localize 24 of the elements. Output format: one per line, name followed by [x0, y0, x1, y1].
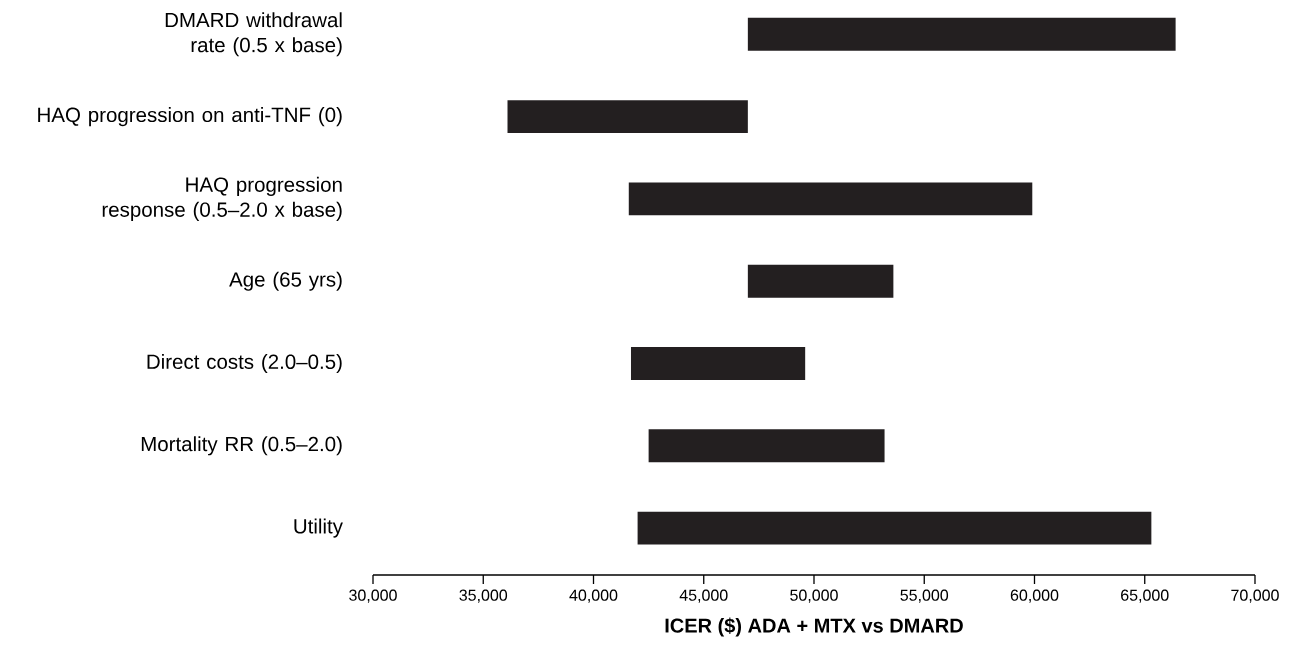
x-tick-label: 30,000	[349, 589, 397, 603]
bar	[747, 17, 1176, 51]
bar	[637, 511, 1152, 545]
x-tick-label: 60,000	[1010, 589, 1059, 603]
bar	[628, 182, 1033, 216]
bar	[747, 264, 894, 298]
y-tick-label: HAQ progression response (0.5–2.0 x base)	[102, 176, 342, 221]
y-tick-label: HAQ progression on anti-TNF (0)	[38, 107, 342, 127]
x-tick-label: 40,000	[569, 589, 618, 603]
x-tick-label: 70,000	[1231, 589, 1279, 603]
x-tick-label: 65,000	[1121, 589, 1169, 603]
y-tick-label: Utility	[294, 518, 343, 538]
x-axis-title: ICER ($) ADA + MTX vs DMARD	[665, 617, 963, 637]
bar	[630, 347, 806, 380]
x-tick-label: 35,000	[459, 589, 508, 603]
bar	[648, 429, 885, 463]
y-tick-label: Direct costs (2.0–0.5)	[147, 353, 342, 374]
y-tick-label: DMARD withdrawal rate (0.5 x base)	[165, 12, 342, 57]
x-tick-label: 45,000	[679, 589, 728, 603]
y-tick-label: Mortality RR (0.5–2.0)	[141, 436, 342, 456]
x-tick-label: 55,000	[900, 589, 949, 603]
x-tick-label: 50,000	[790, 589, 838, 603]
bar	[507, 100, 748, 134]
y-tick-label: Age (65 yrs)	[229, 271, 342, 291]
